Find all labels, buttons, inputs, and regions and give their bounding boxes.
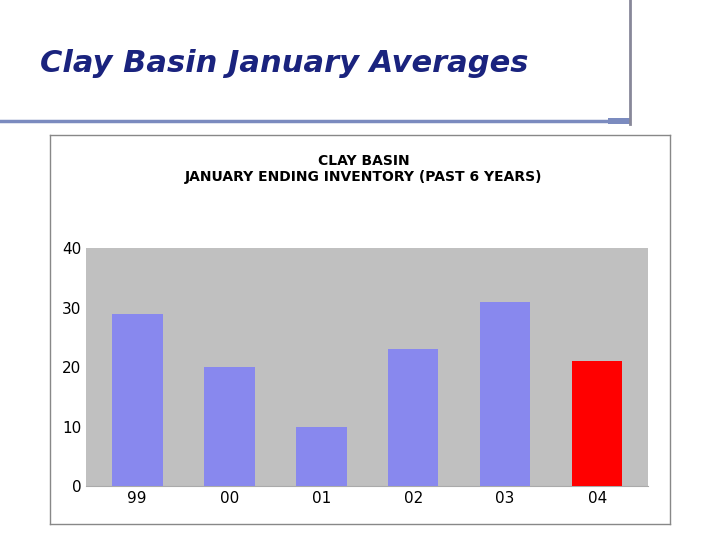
Bar	[572, 361, 623, 486]
Text: Clay Basin January Averages: Clay Basin January Averages	[40, 49, 528, 78]
Bar	[608, 118, 630, 124]
Bar	[112, 314, 163, 486]
Text: JANUARY ENDING INVENTORY (PAST 6 YEARS): JANUARY ENDING INVENTORY (PAST 6 YEARS)	[185, 170, 542, 184]
Bar	[480, 302, 531, 486]
Bar	[296, 427, 346, 486]
Text: CLAY BASIN: CLAY BASIN	[318, 154, 410, 168]
Bar	[388, 349, 438, 486]
Bar	[204, 367, 254, 486]
